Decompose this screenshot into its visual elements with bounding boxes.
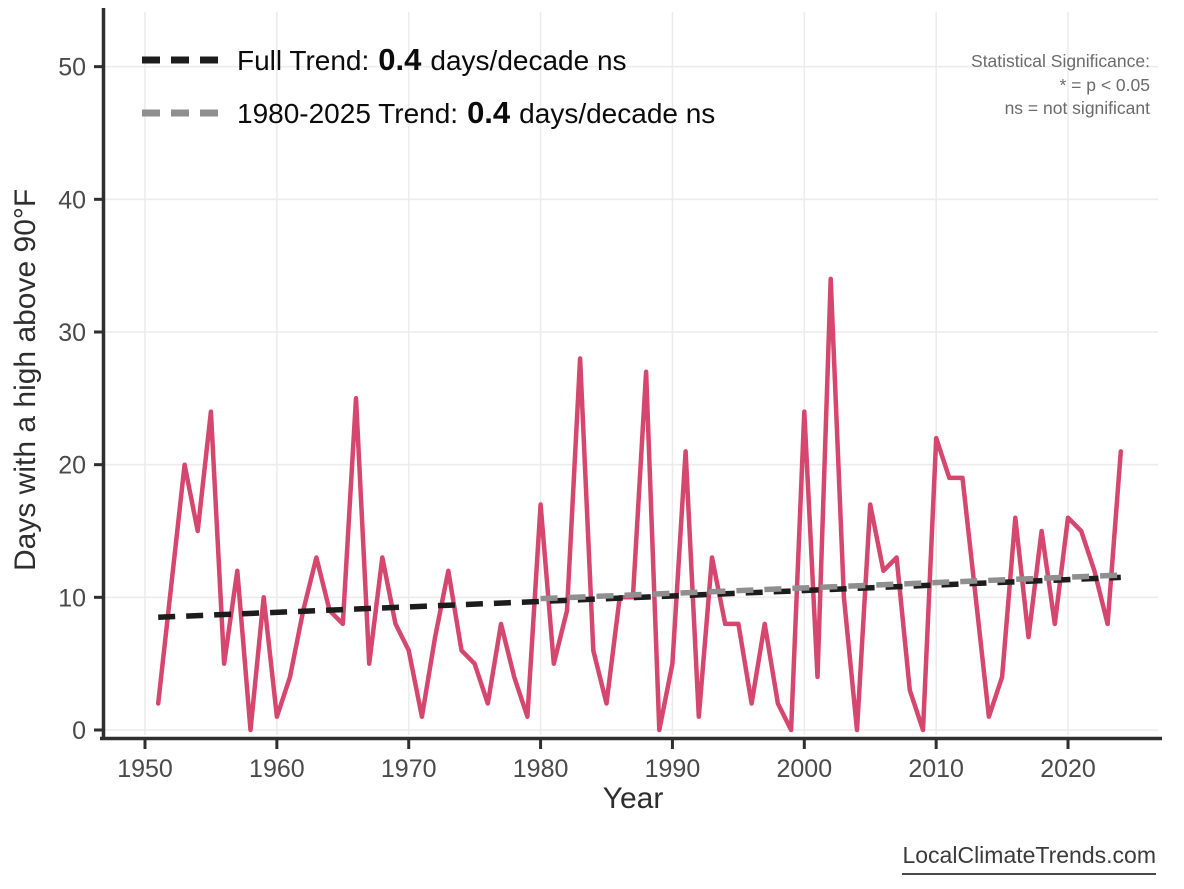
legend-suffix: days/decade ns xyxy=(519,98,716,129)
trend-layer xyxy=(158,572,1128,620)
legend-label-full-trend: Full Trend: 0.4 days/decade ns xyxy=(237,42,627,78)
x-tick-label: 1980 xyxy=(513,755,569,783)
legend-prefix: Full Trend: xyxy=(237,45,370,76)
x-tick-label: 2000 xyxy=(776,755,832,783)
y-tick-label: 50 xyxy=(58,54,86,82)
x-tick-label: 2020 xyxy=(1040,755,1096,783)
y-tick-label: 20 xyxy=(58,452,86,480)
axis-layer: 0 10 20 30 40 50 1950 1960 1970 1980 1990 2000 2010 2… xyxy=(58,8,1162,783)
legend-trend-value: 0.4 xyxy=(467,95,511,130)
x-tick-label: 1950 xyxy=(117,755,173,783)
y-tick-label: 10 xyxy=(58,584,86,612)
legend-trend-value: 0.4 xyxy=(378,42,422,77)
x-tick-label: 1970 xyxy=(381,755,437,783)
grid-layer xyxy=(104,12,1158,735)
watermark: LocalClimateTrends.com xyxy=(902,842,1156,875)
recent-trend-dash-icon xyxy=(142,109,218,117)
x-axis-title: Year xyxy=(602,782,664,815)
data-layer xyxy=(155,276,1124,733)
recent-trend-line xyxy=(540,572,1128,602)
y-tick-label: 30 xyxy=(58,319,86,347)
legend: Full Trend: 0.4 days/decade ns 1980-2025 T… xyxy=(140,40,715,133)
legend-item-full-trend: Full Trend: 0.4 days/decade ns xyxy=(140,40,715,80)
legend-suffix: days/decade ns xyxy=(430,45,627,76)
y-axis-title: Days with a high above 90°F xyxy=(9,188,42,572)
significance-note-line3: ns = not significant xyxy=(1004,98,1150,118)
y-tick-label: 0 xyxy=(72,717,86,745)
legend-prefix: 1980-2025 Trend: xyxy=(237,98,459,129)
data-series-line xyxy=(155,276,1124,733)
x-tick-label: 1960 xyxy=(249,755,305,783)
full-trend-dash-icon xyxy=(142,56,218,64)
significance-note: Statistical Significance: * = p < 0.05 n… xyxy=(971,50,1150,121)
significance-note-line1: Statistical Significance: xyxy=(971,51,1150,71)
x-tick-label: 2010 xyxy=(908,755,964,783)
legend-label-recent-trend: 1980-2025 Trend: 0.4 days/decade ns xyxy=(237,95,715,131)
x-tick-label: 1990 xyxy=(645,755,701,783)
significance-note-line2: * = p < 0.05 xyxy=(1059,74,1151,95)
y-tick-label: 40 xyxy=(58,186,86,214)
legend-item-recent-trend: 1980-2025 Trend: 0.4 days/decade ns xyxy=(140,93,715,133)
